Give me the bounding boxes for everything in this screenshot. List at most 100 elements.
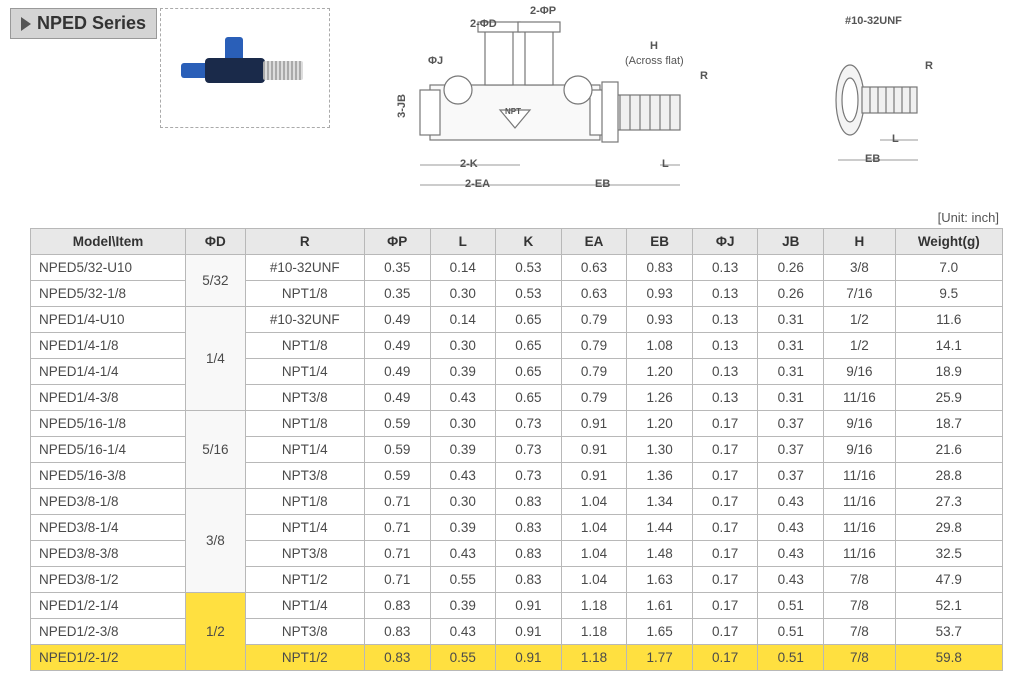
diagram-main-view: 2-ΦP 2-ΦD ΦJ 3-JB H (Across flat) R 2-K … (380, 10, 760, 200)
table-row: NPED1/2-3/8NPT3/80.830.430.911.181.650.1… (31, 619, 1003, 645)
cell-value: 21.6 (895, 437, 1002, 463)
cell-value: 0.71 (364, 567, 430, 593)
cell-value: 0.63 (561, 281, 627, 307)
cell-value: 0.17 (692, 515, 758, 541)
cell-value: 0.43 (430, 619, 496, 645)
cell-value: 1.77 (627, 645, 693, 671)
cell-value: 0.13 (692, 281, 758, 307)
cell-value: 0.51 (758, 619, 824, 645)
cell-value: 0.73 (496, 411, 562, 437)
cell-value: 11.6 (895, 307, 1002, 333)
cell-phid: 5/16 (186, 411, 246, 489)
dim-3jb: 3-JB (396, 94, 408, 118)
cell-value: 0.26 (758, 255, 824, 281)
cell-value: 0.79 (561, 385, 627, 411)
table-header-row: Model\ItemΦDRΦPLKEAEBΦJJBHWeight(g) (31, 229, 1003, 255)
table-row: NPED5/16-1/4NPT1/40.590.390.730.911.300.… (31, 437, 1003, 463)
unit-label: [Unit: inch] (938, 210, 999, 225)
cell-value: 0.13 (692, 255, 758, 281)
cell-phid: 3/8 (186, 489, 246, 593)
cell-value: 18.7 (895, 411, 1002, 437)
cell-value: 0.65 (496, 385, 562, 411)
cell-value: 0.49 (364, 385, 430, 411)
cell-value: NPT1/8 (245, 333, 364, 359)
column-header: ΦJ (692, 229, 758, 255)
table-row: NPED5/32-U105/32#10-32UNF0.350.140.530.6… (31, 255, 1003, 281)
cell-value: NPT1/8 (245, 489, 364, 515)
cell-value: 0.65 (496, 359, 562, 385)
cell-value: 11/16 (824, 541, 896, 567)
table-row: NPED1/2-1/41/2NPT1/40.830.390.911.181.61… (31, 593, 1003, 619)
cell-model: NPED1/4-U10 (31, 307, 186, 333)
cell-value: 1.20 (627, 359, 693, 385)
cell-value: 0.31 (758, 359, 824, 385)
table-row: NPED3/8-1/4NPT1/40.710.390.831.041.440.1… (31, 515, 1003, 541)
dimension-table: Model\ItemΦDRΦPLKEAEBΦJJBHWeight(g) NPED… (30, 228, 1003, 671)
cell-value: 27.3 (895, 489, 1002, 515)
dim-eb2: EB (865, 153, 880, 165)
cell-value: NPT3/8 (245, 541, 364, 567)
cell-value: 7/8 (824, 619, 896, 645)
cell-value: NPT1/2 (245, 645, 364, 671)
cell-value: 18.9 (895, 359, 1002, 385)
cell-value: 0.55 (430, 567, 496, 593)
cell-model: NPED3/8-1/2 (31, 567, 186, 593)
cell-value: 1.18 (561, 593, 627, 619)
cell-value: 0.17 (692, 567, 758, 593)
cell-value: 1.26 (627, 385, 693, 411)
cell-value: 0.49 (364, 307, 430, 333)
cell-value: 0.43 (758, 515, 824, 541)
cell-value: 0.39 (430, 515, 496, 541)
cell-value: 0.39 (430, 593, 496, 619)
dim-unf: #10-32UNF (845, 15, 902, 27)
cell-value: 0.53 (496, 281, 562, 307)
cell-value: 0.59 (364, 437, 430, 463)
cell-value: 0.83 (496, 515, 562, 541)
column-header: ΦD (186, 229, 246, 255)
cell-model: NPED1/4-3/8 (31, 385, 186, 411)
table-row: NPED3/8-1/2NPT1/20.710.550.831.041.630.1… (31, 567, 1003, 593)
cell-value: 0.91 (496, 619, 562, 645)
cell-model: NPED5/32-1/8 (31, 281, 186, 307)
dim-npt: NPT (505, 107, 521, 116)
cell-value: 7/8 (824, 593, 896, 619)
cell-value: 0.13 (692, 307, 758, 333)
cell-value: 0.39 (430, 437, 496, 463)
cell-value: 0.93 (627, 281, 693, 307)
cell-value: 0.13 (692, 385, 758, 411)
cell-value: 0.79 (561, 333, 627, 359)
column-header: EB (627, 229, 693, 255)
cell-value: 0.43 (758, 567, 824, 593)
column-header: L (430, 229, 496, 255)
cell-value: 0.79 (561, 359, 627, 385)
table-row: NPED5/16-1/85/16NPT1/80.590.300.730.911.… (31, 411, 1003, 437)
cell-value: 0.39 (430, 359, 496, 385)
cell-value: 0.13 (692, 359, 758, 385)
column-header: H (824, 229, 896, 255)
dim-r: R (700, 70, 708, 82)
cell-model: NPED3/8-1/4 (31, 515, 186, 541)
cell-value: 1.34 (627, 489, 693, 515)
cell-value: NPT3/8 (245, 463, 364, 489)
cell-value: 1.61 (627, 593, 693, 619)
cell-value: 7.0 (895, 255, 1002, 281)
cell-value: 0.83 (496, 489, 562, 515)
cell-value: 25.9 (895, 385, 1002, 411)
cell-value: 7/8 (824, 645, 896, 671)
cell-model: NPED3/8-3/8 (31, 541, 186, 567)
table-row: NPED1/4-1/4NPT1/40.490.390.650.791.200.1… (31, 359, 1003, 385)
cell-value: 32.5 (895, 541, 1002, 567)
cell-model: NPED1/2-1/4 (31, 593, 186, 619)
cell-value: 0.65 (496, 307, 562, 333)
cell-value: 7/8 (824, 567, 896, 593)
cell-value: 0.17 (692, 541, 758, 567)
cell-model: NPED5/32-U10 (31, 255, 186, 281)
cell-value: 1.04 (561, 489, 627, 515)
cell-value: 0.30 (430, 333, 496, 359)
dim-2phip: 2-ΦP (530, 5, 556, 17)
cell-value: 0.17 (692, 489, 758, 515)
cell-value: NPT1/4 (245, 359, 364, 385)
dim-phij: ΦJ (428, 55, 443, 67)
cell-value: 0.17 (692, 437, 758, 463)
cell-model: NPED5/16-3/8 (31, 463, 186, 489)
